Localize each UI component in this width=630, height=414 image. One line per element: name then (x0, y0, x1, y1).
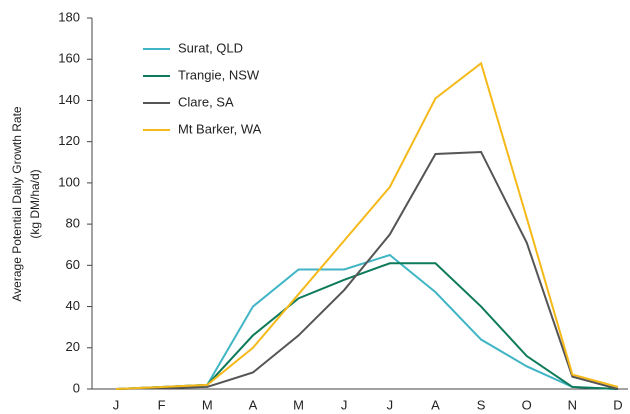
y-tick-label: 180 (58, 9, 80, 24)
x-tick-label: F (158, 397, 166, 412)
y-tick-label: 40 (66, 298, 80, 313)
legend-label: Surat, QLD (178, 40, 243, 55)
x-tick-label: N (568, 397, 577, 412)
legend-label: Mt Barker, WA (178, 121, 262, 136)
series-line (115, 150, 619, 390)
y-tick-label: 160 (58, 51, 80, 66)
x-tick-label: M (202, 397, 213, 412)
x-tick-label: M (293, 397, 304, 412)
series-line (115, 262, 619, 390)
y-tick-label: 0 (73, 380, 80, 395)
x-tick-label: A (431, 397, 440, 412)
x-tick-label: S (477, 397, 486, 412)
y-tick-label: 60 (66, 257, 80, 272)
x-tick-label: D (613, 397, 622, 412)
y-tick-label: 140 (58, 92, 80, 107)
legend-label: Trangie, NSW (178, 67, 260, 82)
x-tick-label: O (522, 397, 532, 412)
y-tick-label: 80 (66, 216, 80, 231)
y-tick-label: 20 (66, 339, 80, 354)
x-tick-label: J (341, 397, 348, 412)
series-line (115, 61, 619, 390)
x-tick-label: A (249, 397, 258, 412)
x-tick-label: J (387, 397, 394, 412)
legend-label: Clare, SA (178, 94, 234, 109)
x-tick-label: J (113, 397, 120, 412)
y-tick-label: 120 (58, 133, 80, 148)
y-tick-label: 100 (58, 174, 80, 189)
y-axis-label: Average Potential Daily Growth Rate (10, 106, 24, 302)
y-axis-label: (kg DM/ha/d) (28, 169, 42, 238)
